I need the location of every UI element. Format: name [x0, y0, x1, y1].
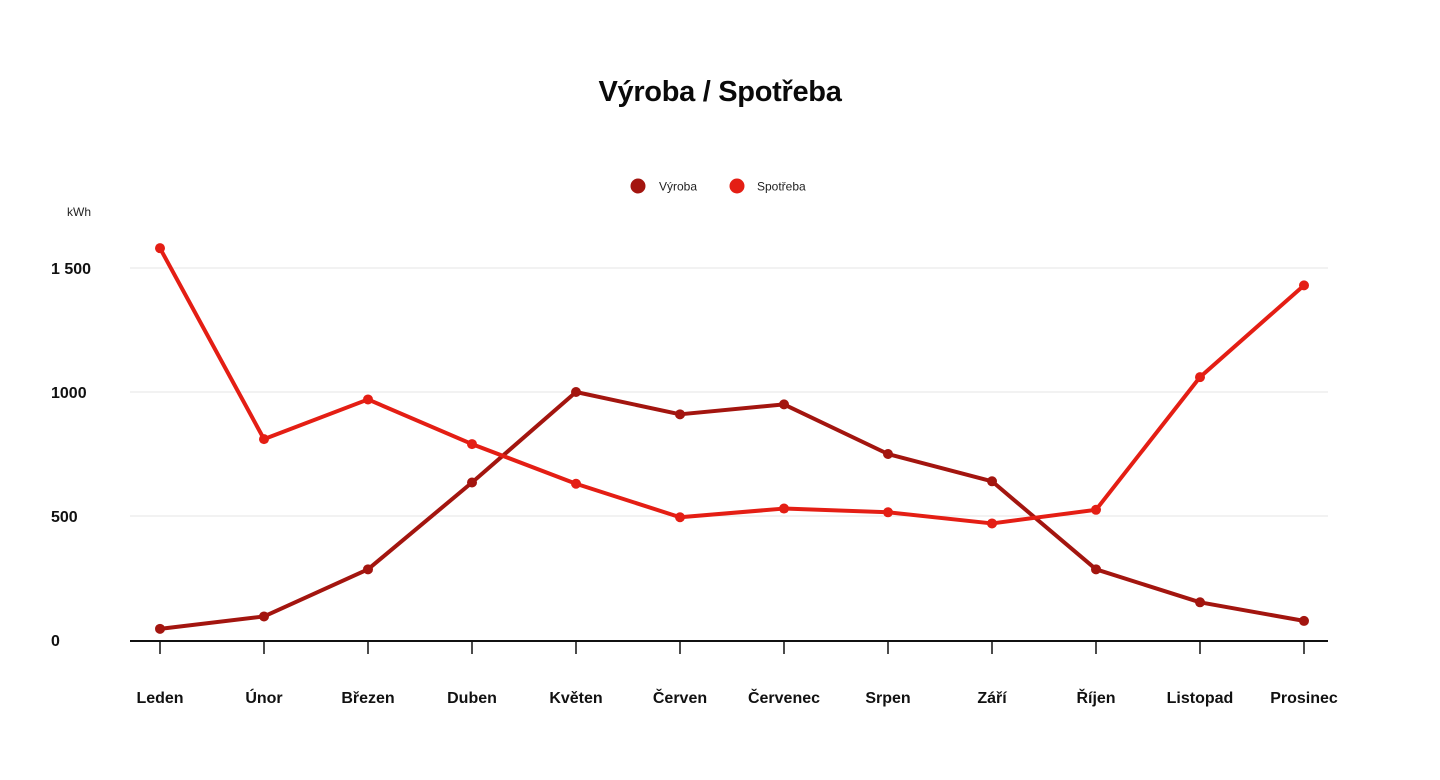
series-vyroba [155, 387, 1309, 634]
data-point[interactable] [675, 512, 685, 523]
series-layer [155, 243, 1309, 634]
x-tick-label: Březen [341, 690, 394, 707]
grid-lines [130, 267, 1328, 517]
x-tick-label: Červen [653, 688, 707, 707]
data-point[interactable] [1091, 564, 1101, 575]
data-point[interactable] [987, 518, 997, 529]
series-line [158, 390, 1306, 631]
x-tick-label: Červenec [748, 688, 820, 707]
y-tick-label: 1 500 [51, 261, 91, 278]
legend-label: Spotřeba [757, 180, 806, 194]
data-point[interactable] [571, 387, 581, 397]
x-tick-label: Listopad [1167, 690, 1234, 707]
y-tick-label: 1000 [51, 385, 87, 402]
data-point[interactable] [259, 434, 269, 445]
chart-title: Výroba / Spotřeba [598, 76, 842, 108]
x-tick-label: Prosinec [1270, 690, 1338, 707]
data-point[interactable] [883, 449, 893, 459]
data-point[interactable] [155, 623, 165, 634]
data-point[interactable] [779, 503, 789, 514]
x-tick-label: Srpen [865, 690, 910, 707]
data-point[interactable] [779, 399, 789, 410]
x-tick-label: Únor [245, 688, 282, 707]
data-point[interactable] [987, 476, 997, 487]
data-point[interactable] [363, 394, 373, 405]
legend-marker [729, 178, 745, 194]
x-tick-label: Květen [549, 690, 602, 707]
data-point[interactable] [1195, 372, 1205, 383]
legend-label: Výroba [659, 180, 697, 194]
y-axis: 0 500 1000 1 500 [51, 261, 91, 650]
legend-item-spotreba[interactable]: Spotřeba [729, 178, 807, 194]
y-tick-label: 0 [51, 633, 60, 650]
series-spotreba [155, 243, 1309, 529]
legend-marker [630, 178, 646, 194]
x-tick-label: Duben [447, 690, 497, 707]
x-tick-label: Leden [136, 690, 183, 707]
data-point[interactable] [259, 611, 269, 622]
data-point[interactable] [1091, 504, 1101, 515]
series-line [158, 246, 1306, 526]
data-point[interactable] [1299, 615, 1309, 626]
x-axis-labels: Leden Únor Březen Duben Květen Červen Červenec… [136, 688, 1337, 707]
data-point[interactable] [571, 478, 581, 489]
data-point[interactable] [675, 409, 685, 420]
y-axis-unit-label: kWh [67, 205, 91, 219]
y-tick-label: 500 [51, 509, 78, 526]
x-tick-label: Říjen [1076, 688, 1115, 707]
data-point[interactable] [1299, 280, 1309, 291]
legend[interactable]: Výroba Spotřeba [630, 178, 807, 194]
legend-item-vyroba[interactable]: Výroba [630, 178, 698, 194]
data-point[interactable] [883, 507, 893, 518]
x-axis [130, 640, 1328, 654]
data-point[interactable] [467, 439, 477, 450]
data-point[interactable] [363, 564, 373, 575]
x-tick-label: Září [977, 690, 1007, 707]
data-point[interactable] [467, 477, 477, 488]
data-point[interactable] [1195, 597, 1205, 608]
data-point[interactable] [155, 243, 165, 254]
